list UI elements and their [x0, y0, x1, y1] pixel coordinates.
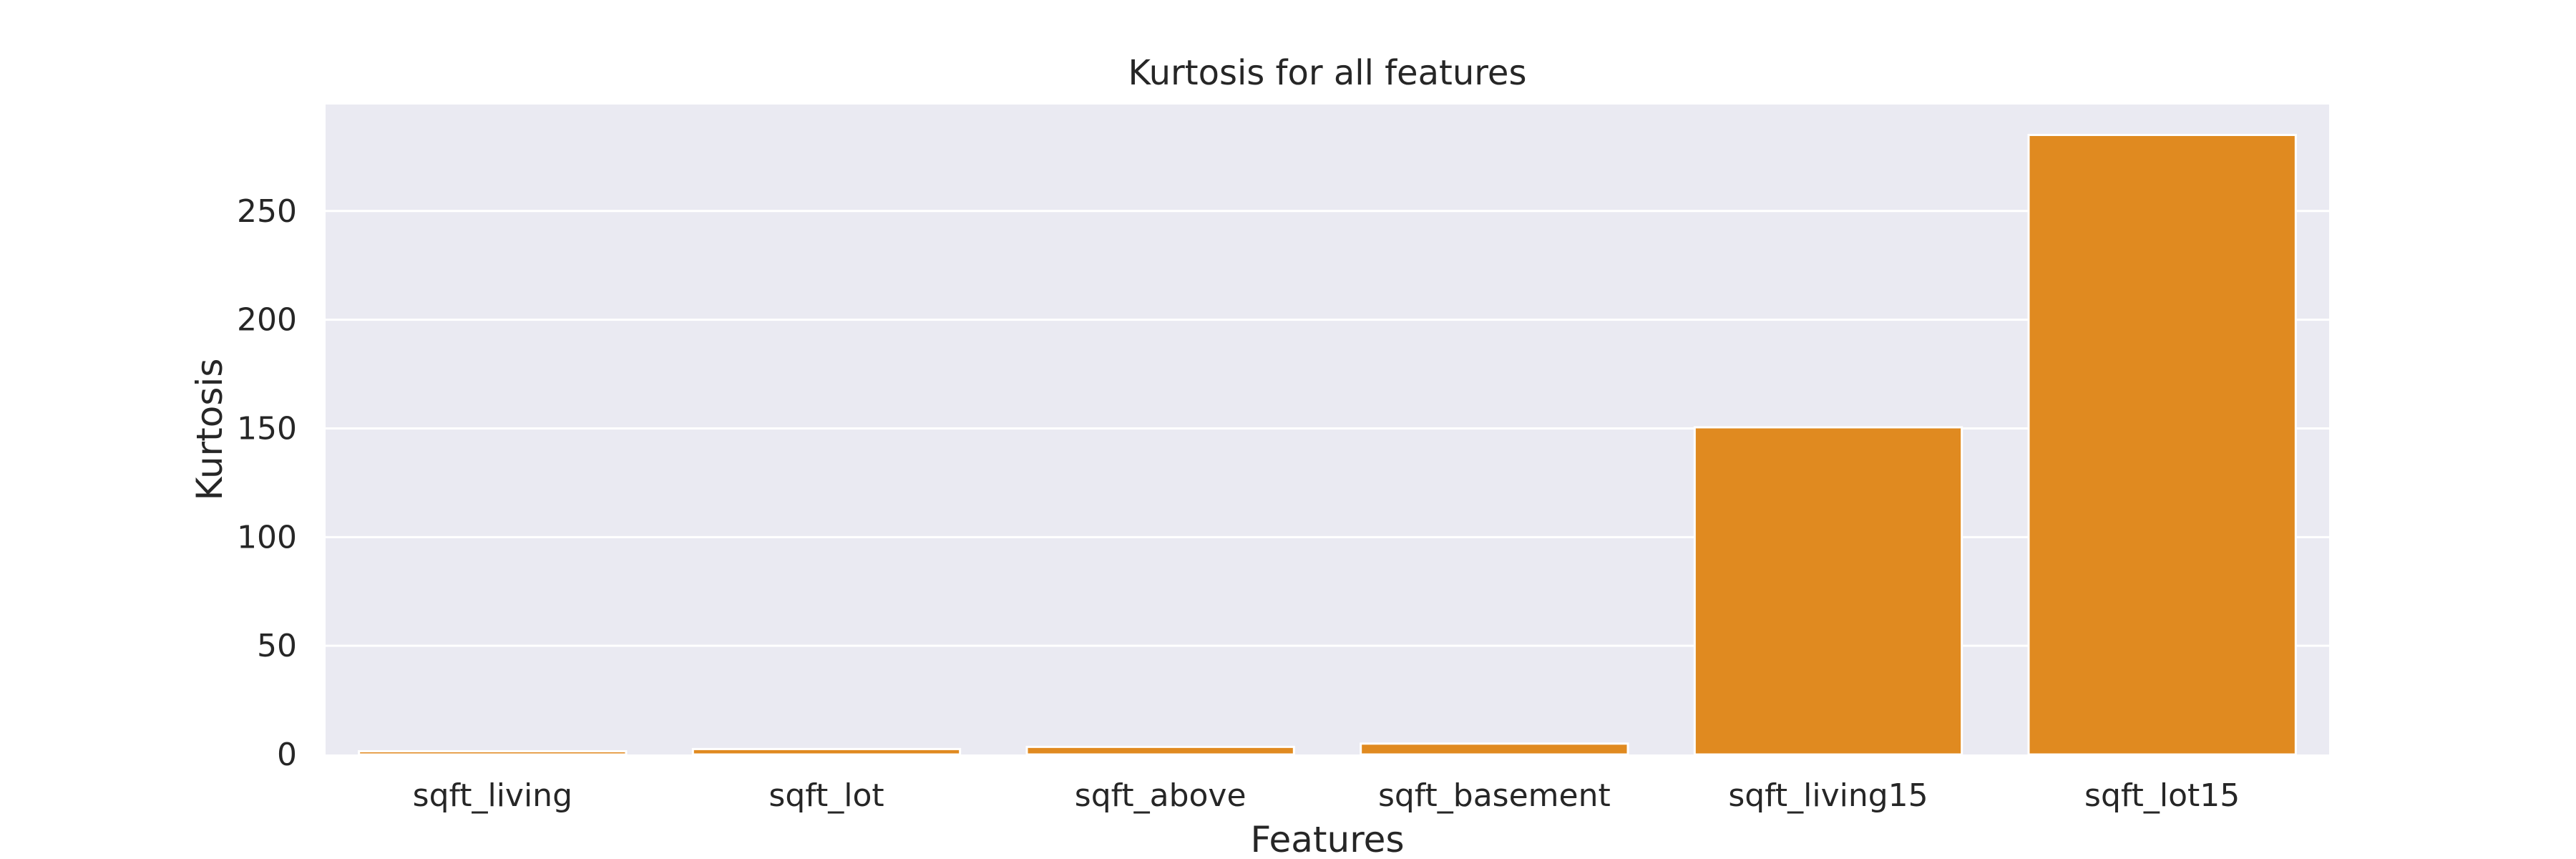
bar-sqft_lot15	[2027, 134, 2297, 756]
y-tick-label-3: 150	[237, 410, 297, 447]
x-tick-label-sqft_lot: sqft_lot	[769, 777, 884, 814]
chart-title: Kurtosis for all features	[1128, 53, 1527, 93]
bar-sqft_basement	[1360, 742, 1629, 756]
gridlines	[326, 210, 2329, 647]
x-axis-title: Features	[1251, 819, 1405, 859]
y-ticks: 0 50 100 150 200 250	[237, 193, 297, 773]
y-tick-label-4: 200	[237, 302, 297, 339]
x-tick-label-sqft_basement: sqft_basement	[1378, 777, 1611, 814]
y-tick-label-1: 50	[257, 628, 297, 664]
bar-sqft_lot	[691, 747, 962, 756]
x-tick-label-sqft_living15: sqft_living15	[1728, 777, 1928, 814]
y-axis-title: Kurtosis	[189, 359, 230, 501]
x-tick-label-sqft_above: sqft_above	[1075, 777, 1246, 814]
bars	[358, 134, 2297, 756]
y-tick-label-5: 250	[237, 193, 297, 230]
y-tick-label-0: 0	[277, 737, 297, 773]
bar-sqft_living	[358, 749, 628, 756]
x-tick-label-sqft_lot15: sqft_lot15	[2084, 777, 2240, 814]
bar-sqft_living15	[1693, 426, 1963, 756]
x-tick-label-sqft_living: sqft_living	[413, 777, 572, 814]
x-ticks: sqft_living sqft_lot sqft_above sqft_baseme…	[413, 777, 2240, 814]
bar-sqft_above	[1025, 745, 1295, 756]
y-tick-label-2: 100	[237, 519, 297, 555]
